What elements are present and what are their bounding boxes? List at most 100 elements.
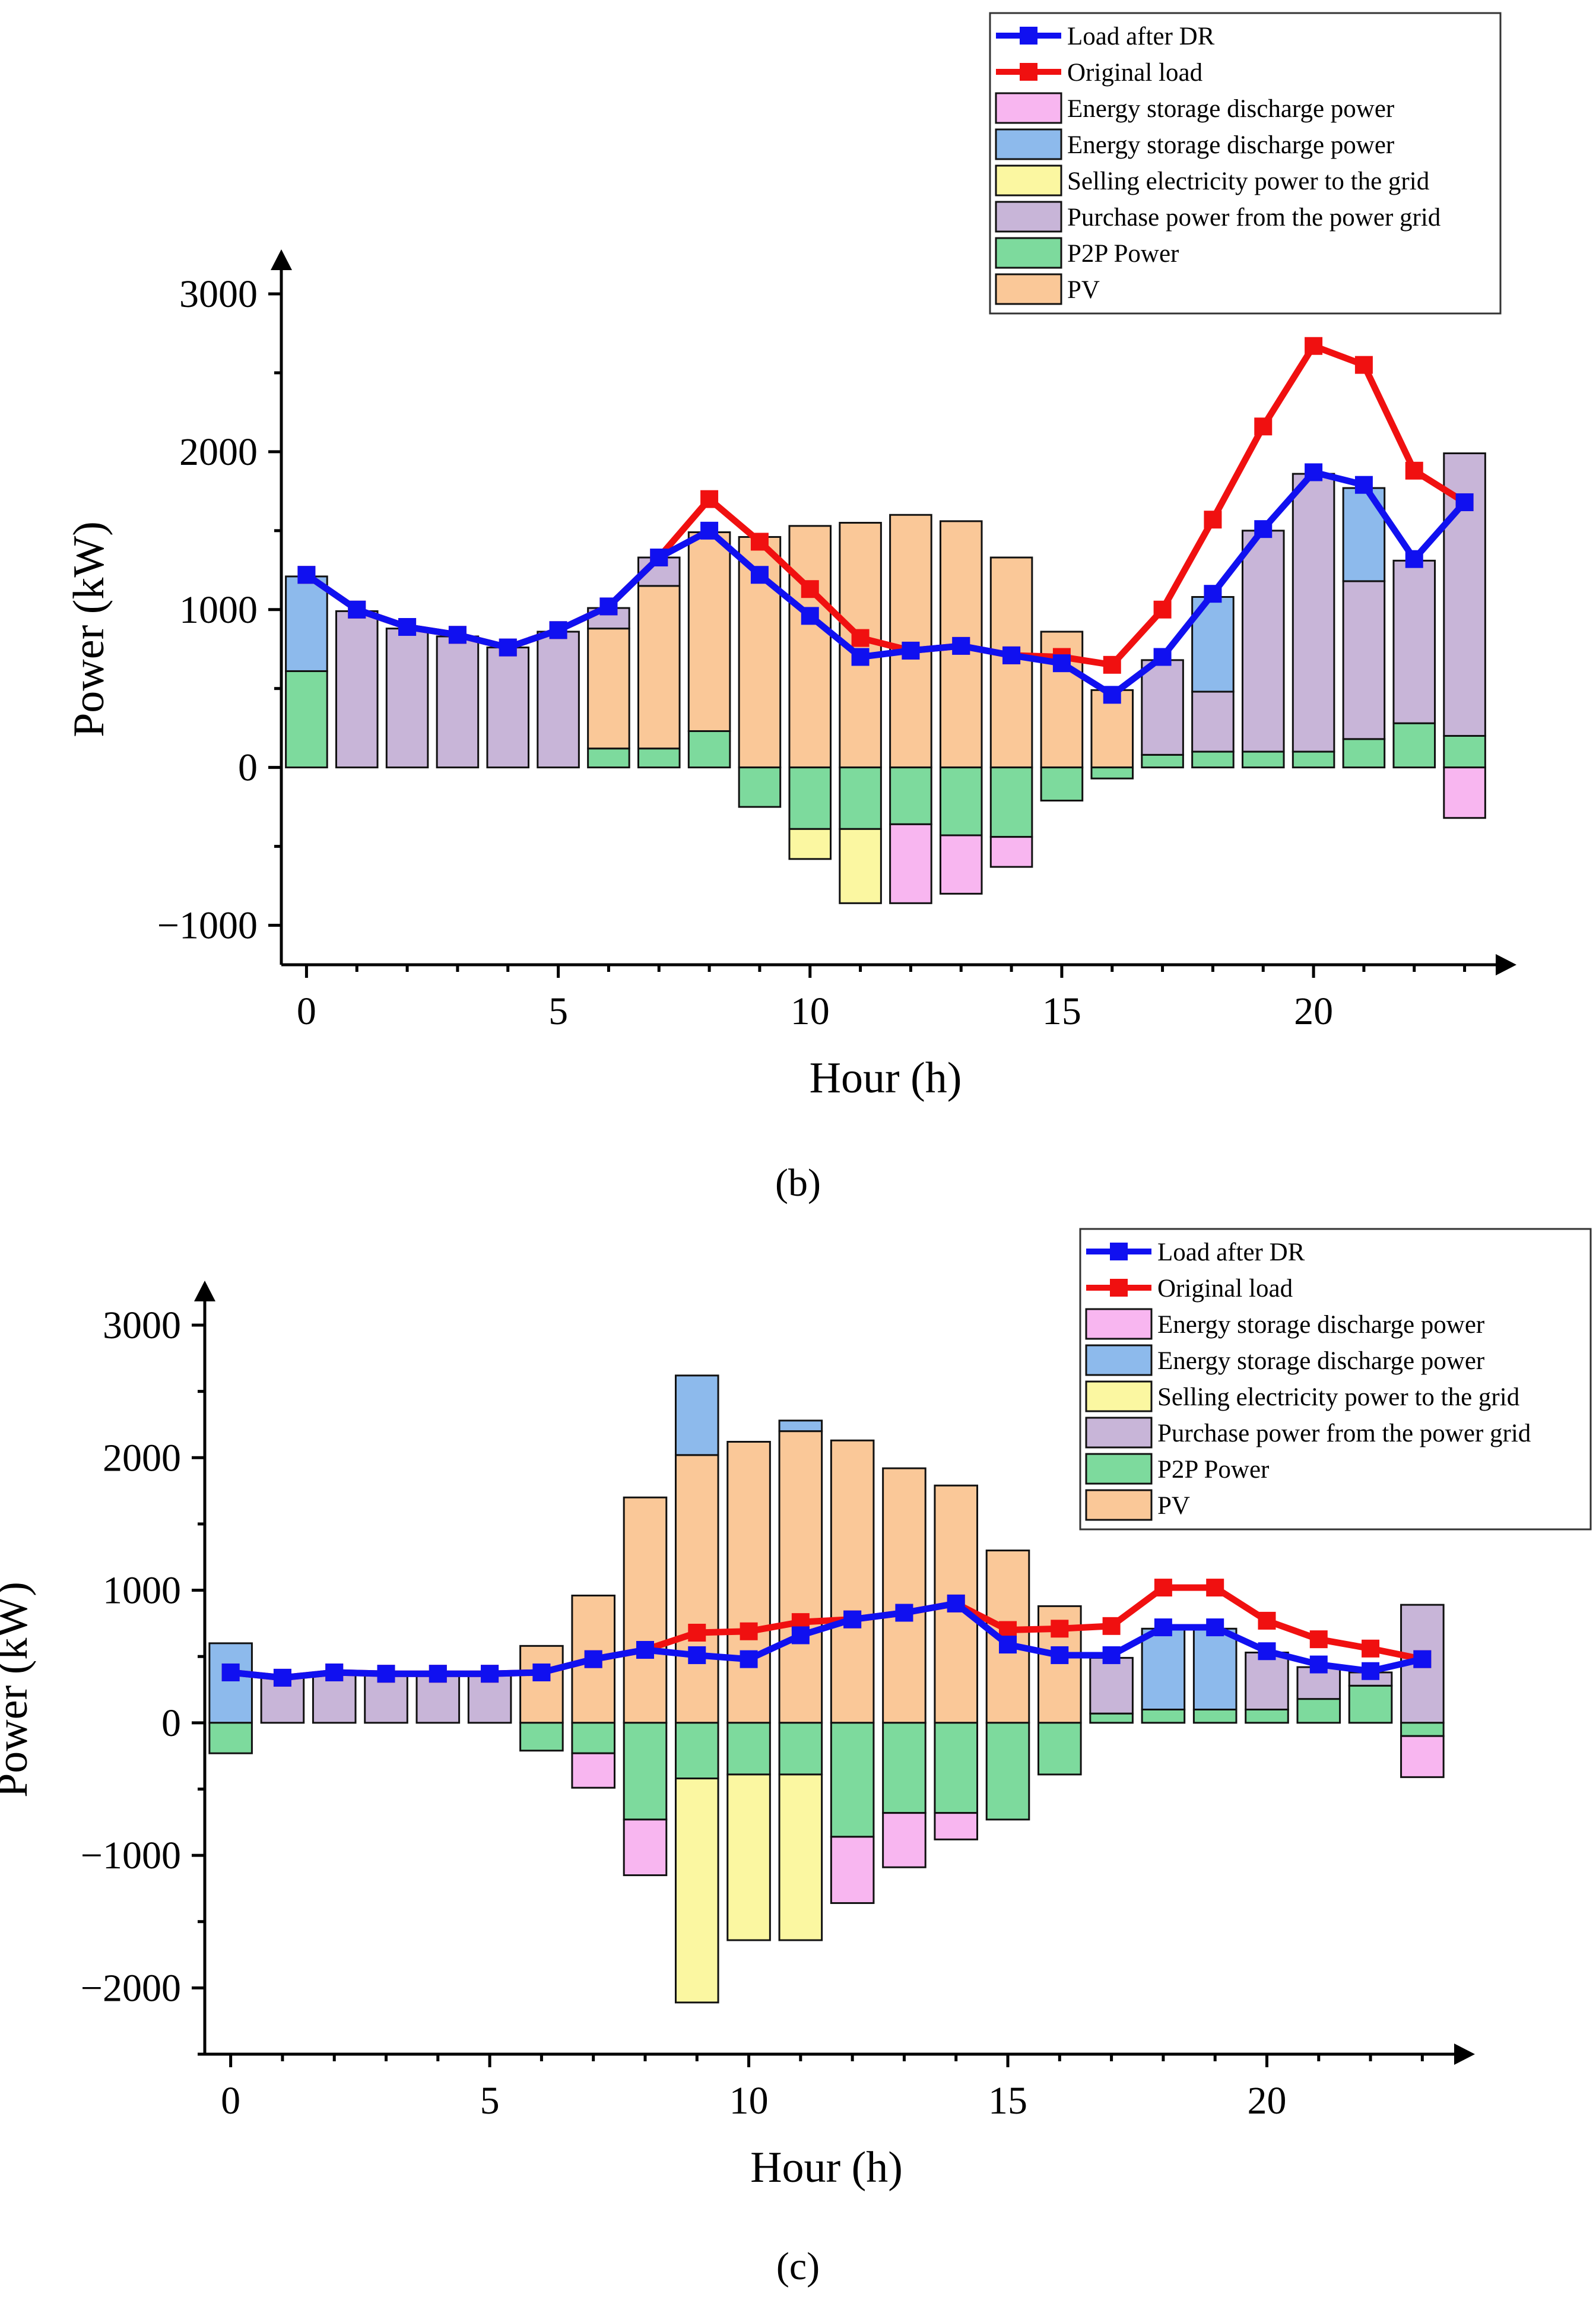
load-after-dr-line [304, 468, 1467, 698]
original-load-marker-h10 [801, 580, 819, 598]
p2p-bar-h21 [1296, 1698, 1341, 1724]
legend-original-load-label: Original load [1157, 1275, 1293, 1303]
load-after-dr-marker-h18 [1204, 585, 1222, 603]
y-axis-arrow [194, 1281, 215, 1301]
original-load-line [230, 1584, 1423, 1681]
load-after-dr-marker-h4 [499, 638, 517, 657]
p2p-bar-h22 [1348, 1684, 1393, 1724]
y-tick-label-3000: 3000 [179, 273, 258, 316]
purchase-bar-h21 [1342, 580, 1386, 740]
p2p-neg-bar-h8 [623, 1722, 668, 1821]
load-after-dr-marker-h12 [902, 641, 920, 660]
legend-sell-label: Selling electricity power to the grid [1157, 1383, 1519, 1411]
es-pink-bar-h14 [934, 1812, 979, 1840]
x-tick-label-20: 20 [1247, 2079, 1286, 2122]
legend-es-pink-swatch [1085, 1308, 1153, 1340]
purchase-bar-h20 [1292, 473, 1335, 753]
x-tick-label-10: 10 [791, 990, 830, 1033]
y-axis-title: Power (kW) [65, 521, 113, 737]
original-load-marker-h16 [1051, 1620, 1069, 1638]
y-tick-label-1000: 1000 [179, 588, 258, 632]
load-after-dr-marker-h16 [1051, 1646, 1069, 1664]
load-after-dr-marker-h13 [952, 636, 970, 655]
p2p-neg-bar-h10 [788, 766, 832, 830]
es-pink-bar-h14 [989, 836, 1033, 868]
legend-load-after-dr-swatch-marker [1110, 1243, 1128, 1260]
load-after-dr-marker-h2 [398, 618, 417, 636]
legend-es-blue-label: Energy storage discharge power [1157, 1347, 1484, 1375]
legend-purchase-label: Purchase power from the power grid [1157, 1420, 1531, 1447]
p2p-neg-bar-h12 [830, 1722, 875, 1838]
pv-bar-h12 [889, 514, 932, 769]
load-after-dr-marker-h22 [1405, 550, 1423, 568]
x-tick-label-15: 15 [1042, 990, 1081, 1033]
sell-bar-h11 [778, 1773, 823, 1941]
load-after-dr-marker-h20 [1305, 463, 1323, 481]
p2p-neg-bar-h11 [839, 766, 882, 830]
chart-panel-b: 0 5 10 15 20 −1000 0 1000 2000 3000 Hour (h) Power … [65, 12, 1516, 1102]
p2p-neg-bar-h16 [1037, 1722, 1082, 1776]
x-axis-arrow [1454, 2043, 1475, 2065]
y-tick-label--1000: −1000 [81, 1834, 181, 1877]
caption-panel-b: (b) [775, 1161, 821, 1205]
load-after-dr-marker-h14 [947, 1594, 965, 1612]
load-after-dr-marker-h7 [584, 1650, 602, 1668]
load-after-dr-marker-h8 [700, 521, 719, 540]
load-after-dr-marker-h6 [532, 1663, 551, 1681]
pv-bar-h12 [830, 1439, 875, 1724]
pv-bar-h8 [623, 1496, 668, 1724]
original-load-marker-h22 [1362, 1639, 1380, 1658]
load-after-dr-marker-h4 [429, 1665, 447, 1683]
original-load-marker-h19 [1254, 417, 1273, 436]
legend-p2p-swatch [995, 237, 1062, 269]
es-blue-bar-h11 [778, 1420, 823, 1433]
y-axis-arrow [271, 249, 292, 270]
purchase-bar-h17 [1141, 659, 1184, 756]
load-after-dr-marker-h11 [791, 1626, 810, 1645]
purchase-bar-h4 [486, 647, 530, 769]
original-load-marker-h9 [750, 533, 769, 551]
load-after-dr-marker-h5 [481, 1665, 499, 1683]
p2p-bar-h20 [1292, 750, 1335, 769]
purchase-bar-h3 [436, 635, 480, 769]
load-after-dr-marker-h22 [1362, 1662, 1380, 1680]
load-after-dr-marker-h9 [688, 1646, 706, 1664]
purchase-bar-h2 [385, 628, 429, 769]
original-load-marker-h8 [700, 490, 719, 508]
legend-es-blue-label: Energy storage discharge power [1067, 131, 1394, 159]
es-pink-bar-h8 [623, 1818, 668, 1877]
es-pink-bar-h12 [889, 823, 932, 904]
es-pink-bar-h12 [830, 1836, 875, 1904]
legend-es-pink-swatch [995, 92, 1062, 124]
es-blue-bar-h0 [285, 575, 328, 672]
original-load-line [304, 343, 1467, 668]
x-tick-label-20: 20 [1294, 990, 1333, 1033]
original-load-marker-h21 [1354, 356, 1373, 374]
load-after-dr-marker-h1 [348, 600, 366, 619]
p2p-bar-h8 [687, 730, 731, 769]
load-after-dr-marker-h5 [549, 621, 567, 639]
purchase-bar-h5 [537, 631, 580, 769]
p2p-bar-h19 [1241, 750, 1285, 769]
p2p-bar-h7 [637, 747, 681, 769]
p2p-neg-bar-h15 [985, 1722, 1030, 1821]
legend-load-after-dr-label: Load after DR [1067, 23, 1215, 50]
load-after-dr-marker-h8 [636, 1641, 654, 1659]
es-blue-bar-h9 [674, 1374, 719, 1456]
legend-sell-swatch [1085, 1380, 1153, 1412]
p2p-bar-h22 [1392, 722, 1436, 769]
original-load-marker-h17 [1102, 1617, 1121, 1635]
load-after-dr-marker-h18 [1154, 1618, 1172, 1637]
original-load-marker-h20 [1305, 337, 1323, 355]
p2p-bar-h18 [1141, 1708, 1186, 1724]
pv-bar-h10 [726, 1440, 771, 1724]
legend-p2p-swatch [1085, 1453, 1153, 1485]
load-after-dr-marker-h21 [1309, 1655, 1328, 1674]
pv-bar-h9 [674, 1454, 719, 1724]
load-after-dr-marker-h14 [1002, 646, 1021, 664]
pv-bar-h6 [519, 1645, 564, 1724]
p2p-neg-bar-h13 [882, 1722, 926, 1814]
x-tick-label-15: 15 [988, 2079, 1027, 2122]
p2p-bar-h6 [587, 747, 630, 769]
p2p-bar-h17 [1141, 753, 1184, 769]
